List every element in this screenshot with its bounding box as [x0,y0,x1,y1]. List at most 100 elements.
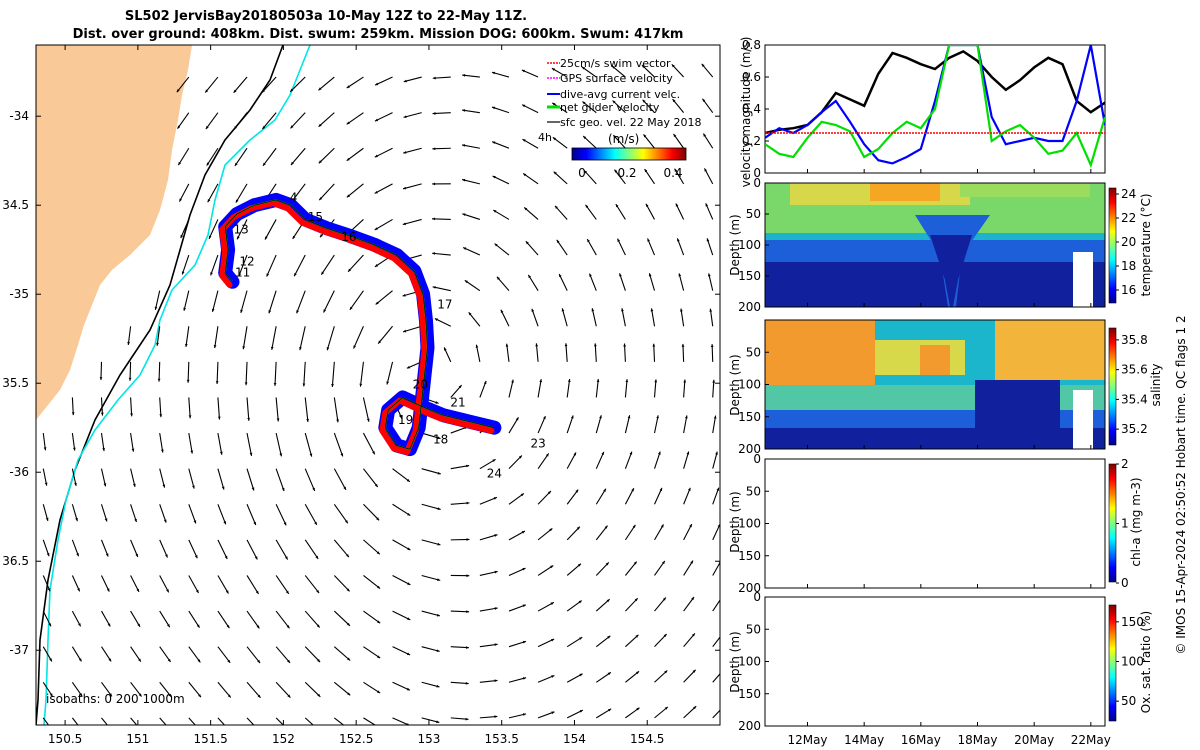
geo-velocity-arrow [159,646,172,663]
geo-velocity-arrow [246,397,251,421]
geo-velocity-arrow [215,361,219,385]
geo-velocity-arrow [595,671,612,683]
geo-velocity-arrow [702,98,714,113]
geo-velocity-arrow [99,361,103,381]
chlorophyll-frame [764,458,1106,589]
geo-velocity-arrow [159,397,163,418]
map-ytick-label: 35.5 [2,376,29,390]
colorbar-label: (m/s) [608,132,639,146]
geo-velocity-arrow [363,503,380,521]
temperature-panel: temperature (°C) Depth (m) 0 50 100 150 200 1… [728,176,1153,314]
geo-velocity-arrow [246,575,259,595]
geo-velocity-arrow [181,254,190,275]
geo-velocity-arrow [566,378,571,398]
geo-velocity-arrow [479,380,487,398]
geo-velocity-arrow [479,643,498,648]
map-ytick-label: 36.5 [2,554,29,568]
geo-velocity-arrow [273,361,277,386]
geo-velocity-arrow [450,717,469,721]
geo-velocity-arrow [625,597,639,612]
geo-velocity-arrow [318,112,335,128]
geo-velocity-arrow [71,397,75,416]
geo-velocity-arrow [612,134,626,149]
geo-velocity-arrow [588,273,597,291]
geo-velocity-arrow [402,218,422,226]
geo-velocity-arrow [130,539,139,558]
geo-velocity-arrow [188,504,197,524]
salinity-ylabel: Depth (m) [728,354,742,415]
map-xtick-label: 150.5 [48,732,82,746]
isobath-1000m [36,45,284,725]
colorbar-tick-label: 22 [1121,211,1136,225]
geo-velocity-arrow [645,203,655,220]
day-label: 16 [341,230,356,244]
legend-geo: sfc geo. vel. 22 May 2018 [560,116,701,129]
geo-velocity-arrow [403,147,422,154]
geo-velocity-arrow [683,523,693,541]
colorbar-tick-label: 35.8 [1121,333,1148,347]
geo-velocity-arrow [712,487,720,505]
geo-velocity-arrow [522,138,539,149]
geo-velocity-arrow [653,451,661,469]
geo-velocity-arrow [479,679,498,683]
legend-gps: GPS surface velocity [560,72,673,85]
geo-velocity-arrow [188,610,200,628]
section-ytick-label: 100 [738,378,761,392]
velocity-frame [764,44,1106,174]
geo-velocity-arrow [450,646,469,649]
geo-velocity-arrow [421,503,441,510]
map-ytick-label: -34 [9,109,29,123]
section-ytick-label: 100 [738,517,761,531]
geo-velocity-arrow [333,681,351,696]
geo-velocity-arrow [595,378,600,398]
geo-velocity-arrow [464,279,481,292]
geo-velocity-arrow [304,646,321,663]
geo-velocity-arrow [183,290,190,311]
geo-velocity-arrow [701,63,714,78]
geo-velocity-arrow [386,361,394,385]
geo-velocity-arrow [492,209,510,220]
geo-velocity-arrow [101,681,113,697]
geo-velocity-arrow [275,468,285,492]
geo-velocity-arrow [654,524,664,541]
geo-velocity-arrow [508,455,523,470]
geo-velocity-arrow [450,681,469,685]
geo-velocity-arrow [289,76,306,93]
geo-velocity-arrow [392,503,411,517]
geo-velocity-arrow [421,574,441,581]
colorbar-tick-label: 24 [1121,187,1136,201]
geo-velocity-arrow [642,99,655,114]
geo-velocity-arrow [71,468,77,487]
colorbar-tick-label: 20 [1121,235,1136,249]
geo-velocity-arrow [554,205,568,220]
geo-velocity-arrow [494,243,510,256]
glider-track [218,192,502,457]
geo-velocity-arrow [706,238,714,256]
geo-velocity-arrow [403,112,422,119]
day-label: 24 [487,467,502,481]
geo-velocity-arrow [496,276,510,292]
map-xtick-label: 153 [417,732,440,746]
geo-velocity-arrow [450,610,470,614]
geo-velocity-arrow [566,452,577,469]
geo-velocity-arrow [595,562,610,576]
geo-velocity-arrow [318,183,335,201]
colorbar-tick-label: 100 [1121,655,1144,669]
oxygen-panel: Ox. sat. ratio (%) Depth (m) 0 50 100 150 20… [728,590,1153,747]
geo-velocity-arrow [625,707,640,719]
geo-velocity-arrow [363,610,381,624]
map-xtick-label: 152 [272,732,295,746]
geo-velocity-arrow [304,575,320,594]
geo-velocity-arrow [531,308,539,327]
geo-velocity-arrow [641,64,655,78]
geo-velocity-arrow [537,638,555,648]
geo-velocity-arrow [475,344,481,362]
geo-velocity-arrow [392,539,411,551]
geo-velocity-arrow [374,76,393,86]
isobath-200m [43,45,311,725]
velocity-ytick-label: 0.6 [742,70,761,84]
geo-velocity-arrow [363,575,381,590]
geo-velocity-arrow [236,219,248,240]
section-ytick-label: 150 [738,410,761,424]
geo-velocity-arrow [707,273,714,291]
